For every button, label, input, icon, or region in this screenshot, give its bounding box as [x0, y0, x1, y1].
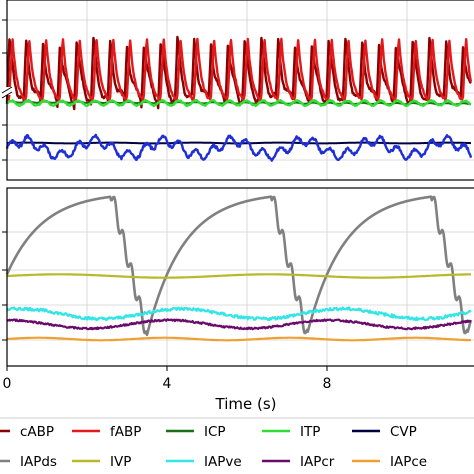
x-tick-label: 4 — [163, 376, 172, 392]
bottom-axes-frame — [6, 187, 474, 367]
series-line-iapce — [6, 336, 472, 342]
top-y-ticks — [2, 19, 7, 161]
series-line-iapds — [5, 195, 473, 337]
bottom-ticks: 0 4 8 — [2, 231, 332, 392]
x-tick-label: 0 — [3, 376, 12, 392]
series-line-fabp — [6, 37, 473, 103]
x-tick-label: 8 — [323, 376, 332, 392]
legend-label-cvp: CVP — [390, 424, 417, 440]
legend-label-iapve: IAPve — [204, 454, 242, 470]
legend-label-iapcr: IAPcr — [300, 454, 335, 470]
legend-label-cabp: cABP — [20, 424, 54, 440]
legend-label-icp: ICP — [204, 424, 226, 440]
legend-label-ivp: IVP — [110, 454, 131, 470]
x-axis-label: Time (s) — [215, 395, 277, 413]
series-line-ivp — [6, 273, 472, 279]
bottom-panel: 0 4 8 — [2, 187, 474, 392]
series-line-iapve — [5, 306, 472, 322]
y-axis-break-marker — [0, 86, 13, 99]
legend-label-iapce: IAPce — [390, 454, 427, 470]
top-series-group — [5, 35, 473, 162]
legend-label-fabp: fABP — [110, 424, 141, 440]
legend-label-itp: ITP — [300, 424, 320, 440]
legend: cABP fABP ICP ITP CVP IAPds IVP IAPve IAPcr IAPce — [0, 417, 474, 474]
top-panel — [0, 0, 474, 181]
series-line-cvp — [6, 141, 472, 145]
legend-label-iapds: IAPds — [20, 454, 57, 470]
bottom-series-group — [5, 195, 473, 342]
series-line-iapcr — [6, 318, 472, 331]
series-line-blue — [5, 133, 473, 162]
series-line-itp — [6, 98, 472, 108]
